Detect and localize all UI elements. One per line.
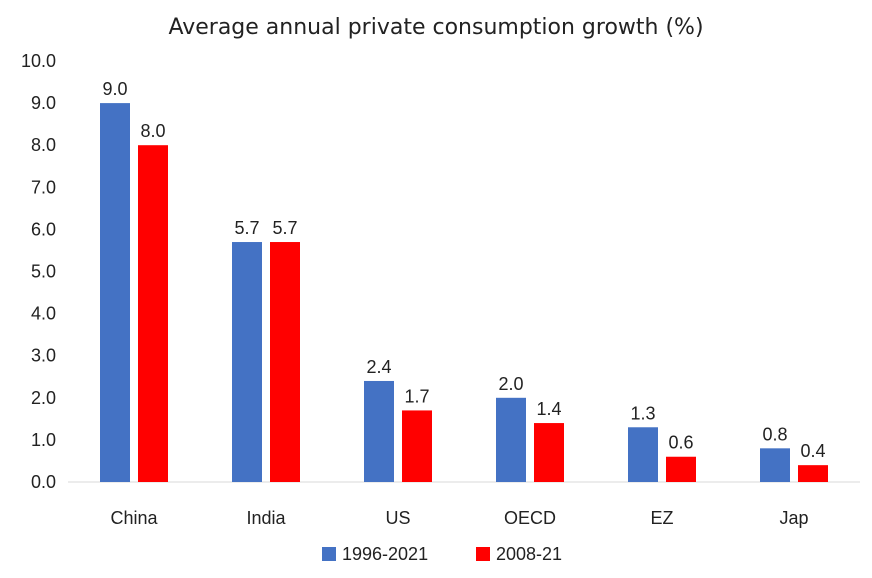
- data-label: 8.0: [140, 121, 165, 141]
- data-labels-group: 9.0 8.0 5.7 5.7 2.4 1.7 2.0 1.4 1.3 0.6 0.8 0.4: [102, 79, 825, 461]
- bar-series-group: [100, 103, 828, 482]
- chart-title: Average annual private consumption growt…: [168, 15, 703, 40]
- y-tick-label: 0.0: [31, 472, 56, 492]
- x-category-label: India: [246, 508, 286, 528]
- bar-china-2008-21: [138, 145, 168, 482]
- bar-us-1996-2021: [364, 380, 394, 482]
- x-category-label: EZ: [650, 508, 673, 528]
- x-category-label: China: [110, 508, 158, 528]
- data-label: 5.7: [234, 218, 259, 238]
- x-category-label: OECD: [504, 508, 556, 528]
- bar-oecd-1996-2021: [496, 397, 526, 482]
- data-label: 1.3: [630, 403, 655, 423]
- bar-india-2008-21: [270, 242, 300, 482]
- y-tick-label: 10.0: [21, 51, 56, 71]
- bar-ez-2008-21: [666, 456, 696, 482]
- bar-jap-2008-21: [798, 465, 828, 482]
- legend-label: 1996-2021: [342, 544, 428, 564]
- data-label: 1.7: [404, 386, 429, 406]
- y-tick-label: 5.0: [31, 262, 56, 282]
- data-label: 0.4: [800, 441, 825, 461]
- data-label: 2.4: [366, 357, 391, 377]
- data-label: 0.8: [762, 424, 787, 444]
- y-tick-label: 4.0: [31, 304, 56, 324]
- y-tick-label: 3.0: [31, 346, 56, 366]
- legend-swatch-2008-21: [476, 547, 490, 561]
- bar-oecd-2008-21: [534, 423, 564, 482]
- legend-swatch-1996-2021: [322, 547, 336, 561]
- y-tick-label: 8.0: [31, 135, 56, 155]
- x-axis: China India US OECD EZ Jap: [68, 481, 860, 528]
- data-label: 5.7: [272, 218, 297, 238]
- y-tick-label: 2.0: [31, 388, 56, 408]
- bar-us-2008-21: [402, 410, 432, 482]
- data-label: 9.0: [102, 79, 127, 99]
- x-category-label: US: [385, 508, 410, 528]
- y-tick-label: 9.0: [31, 93, 56, 113]
- x-category-label: Jap: [779, 508, 808, 528]
- y-tick-label: 7.0: [31, 177, 56, 197]
- data-label: 0.6: [668, 433, 693, 453]
- data-label: 1.4: [536, 399, 561, 419]
- bar-china-1996-2021: [100, 103, 130, 482]
- bar-ez-1996-2021: [628, 427, 658, 482]
- bar-jap-1996-2021: [760, 448, 790, 482]
- data-label: 2.0: [498, 374, 523, 394]
- bar-india-1996-2021: [232, 242, 262, 482]
- legend: 1996-2021 2008-21: [322, 544, 562, 564]
- y-axis: 0.0 1.0 2.0 3.0 4.0 5.0 6.0 7.0 8.0 9.0 10.0: [21, 51, 56, 492]
- y-tick-label: 6.0: [31, 219, 56, 239]
- legend-label: 2008-21: [496, 544, 562, 564]
- y-tick-label: 1.0: [31, 430, 56, 450]
